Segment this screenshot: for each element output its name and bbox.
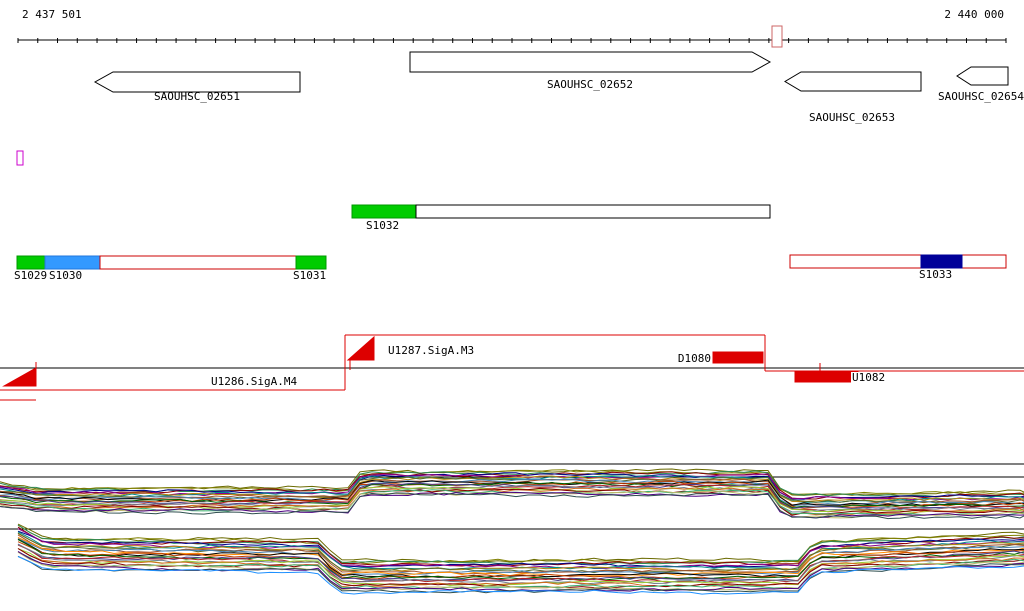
profile-line (17, 533, 1024, 572)
signals-track: U1286.SigA.M4 U1287.SigA.M3 D1080 U1082 (0, 334, 1024, 401)
profile-line (0, 469, 1024, 497)
label-background (851, 372, 888, 383)
profile-line (0, 487, 1024, 516)
segment-S1029[interactable] (16, 255, 46, 270)
gene-arrow-SAOUHSC_02652[interactable] (409, 51, 772, 73)
gene-label-SAOUHSC_02652: SAOUHSC_02652 (547, 78, 633, 91)
segment-S1033-core[interactable] (920, 254, 963, 269)
ruler-track (17, 25, 1007, 48)
gene-arrow-SAOUHSC_02653[interactable] (784, 71, 922, 92)
segment-S1031[interactable] (295, 255, 327, 270)
segment-label-S1031: S1031 (293, 269, 326, 282)
segment-S1030-body[interactable] (99, 255, 297, 270)
profile-line (0, 491, 1024, 519)
gene-label-SAOUHSC_02653: SAOUHSC_02653 (809, 111, 895, 124)
profile-line (0, 486, 1024, 513)
signal-label-U1286.SigA.M4: U1286.SigA.M4 (211, 375, 297, 388)
profile-line (17, 548, 1024, 587)
genes-track: SAOUHSC_02651 SAOUHSC_02652 SAOUHSC_02653 S… (16, 51, 1024, 166)
U1286-ramp[interactable] (2, 367, 37, 387)
profile-line (0, 492, 1024, 520)
segments-track: S1032 S1029 S1030 S1031 S1033 (14, 204, 1007, 282)
segment-S1030[interactable] (44, 255, 101, 270)
profile-line (17, 538, 1024, 576)
segment-label-S1033: S1033 (919, 268, 952, 281)
profile-line (17, 537, 1024, 577)
profile-line (0, 470, 1024, 498)
signal-label-U1082: U1082 (852, 371, 885, 384)
segment-label-S1032: S1032 (366, 219, 399, 232)
profile-line (0, 484, 1024, 513)
gene-label-SAOUHSC_02651: SAOUHSC_02651 (154, 90, 240, 103)
profile-line (17, 556, 1024, 595)
ruler-selection-marker[interactable] (771, 25, 783, 48)
profiles-track (0, 463, 1024, 595)
signal-box-D1080[interactable] (712, 351, 764, 364)
segment-label-S1030: S1030 (49, 269, 82, 282)
gene-arrow-SAOUHSC_02654[interactable] (956, 66, 1009, 86)
signal-label-U1287.SigA.M3: U1287.SigA.M3 (388, 344, 474, 357)
segment-S1032-green[interactable] (351, 204, 417, 219)
segment-S1033-body[interactable] (789, 254, 1007, 269)
profile-line (0, 472, 1024, 500)
profile-line (17, 541, 1024, 580)
profile-line (17, 551, 1024, 592)
segment-S1032-body[interactable] (415, 204, 771, 219)
signal-label-D1080: D1080 (678, 352, 711, 365)
segment-label-S1029: S1029 (14, 269, 47, 282)
profile-line (17, 548, 1024, 588)
gene-label-SAOUHSC_02654: SAOUHSC_02654 (938, 90, 1024, 103)
profile-line (17, 524, 1024, 565)
ruler-start-coordinate: 2 437 501 (22, 8, 82, 21)
U1287-ramp[interactable] (346, 335, 375, 361)
profile-line (0, 482, 1024, 509)
ruler-end-coordinate: 2 440 000 (944, 8, 1004, 21)
signal-box-U1082[interactable] (794, 370, 859, 383)
gene-arrow-SAOUHSC_02651[interactable] (93, 71, 301, 93)
misc-feature-marker[interactable] (16, 150, 24, 166)
